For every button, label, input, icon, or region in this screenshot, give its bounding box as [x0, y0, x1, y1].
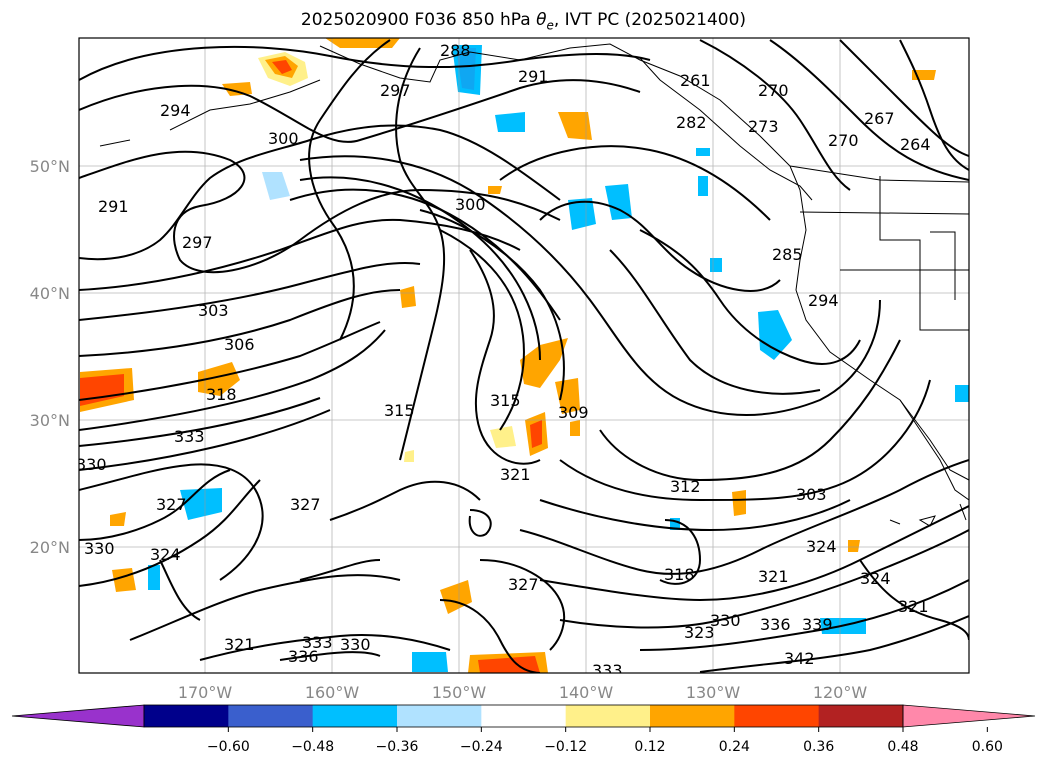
contour-label: 333 — [302, 633, 333, 652]
contour-label: 342 — [784, 649, 815, 668]
contour-label: 321 — [500, 465, 531, 484]
contour-label: 300 — [455, 195, 486, 214]
colorbar-tick-label: −0.60 — [207, 739, 250, 755]
contour-label: 324 — [806, 537, 837, 556]
contour-label: 323 — [684, 623, 715, 642]
contour-label: 333 — [174, 427, 205, 446]
contour-label: 270 — [758, 81, 789, 100]
contour-label: 270 — [828, 131, 859, 150]
colorbar-swatch — [397, 705, 482, 727]
contour-label: 267 — [864, 109, 895, 128]
contour-label: 306 — [224, 335, 255, 354]
colorbar — [11, 704, 1036, 732]
contour-label: 285 — [772, 245, 803, 264]
contour-label: 282 — [676, 113, 707, 132]
colorbar-swatch — [228, 705, 314, 727]
lat-label: 40°N — [30, 284, 70, 303]
contour-label: 321 — [898, 597, 929, 616]
contour-label: 315 — [490, 391, 521, 410]
colorbar-frame — [143, 704, 904, 728]
contour-label: 318 — [664, 565, 695, 584]
contour-label: 303 — [198, 301, 229, 320]
colorbar-tick-label: 0.60 — [972, 739, 1003, 755]
lon-label: 120°W — [813, 683, 868, 702]
contour-label: 336 — [760, 615, 791, 634]
colorbar-swatch — [481, 705, 567, 727]
contour-label: 324 — [860, 569, 891, 588]
contour-label: 318 — [206, 385, 237, 404]
contour-label: 327 — [508, 575, 539, 594]
lon-label: 130°W — [686, 683, 741, 702]
contour-label: 300 — [268, 129, 299, 148]
contour-label: 321 — [758, 567, 789, 586]
contour-label: 264 — [900, 135, 931, 154]
contour-label: 309 — [558, 403, 589, 422]
contour-label: 291 — [98, 197, 129, 216]
contour-label: 312 — [670, 477, 701, 496]
contour-label: 330 — [84, 539, 115, 558]
contour-label: 324 — [150, 545, 181, 564]
contour-label: 288 — [440, 41, 471, 60]
contour-labels: 288 291 297 294 300 261 270 273 267 270 … — [76, 41, 931, 680]
contour-label: 297 — [182, 233, 213, 252]
contour-label: 330 — [710, 611, 741, 630]
contour-label: 315 — [384, 401, 415, 420]
lon-label: 150°W — [432, 683, 487, 702]
contour-label: 327 — [156, 495, 187, 514]
coastlines — [99, 43, 969, 527]
contour-label: 339 — [802, 615, 833, 634]
contour-label: 291 — [518, 67, 549, 86]
colorbar-swatch — [650, 705, 735, 727]
contour-label: 297 — [380, 81, 411, 100]
colorbar-tick-label: 0.24 — [719, 739, 750, 755]
lat-label: 20°N — [30, 538, 70, 557]
plot-area: 288 291 297 294 300 261 270 273 267 270 … — [76, 38, 969, 680]
colorbar-tick-label: −0.24 — [460, 739, 503, 755]
contour-label: 294 — [160, 101, 191, 120]
longitude-labels: 170°W 160°W 150°W 140°W 130°W 120°W — [178, 683, 868, 702]
contour-label: 330 — [340, 635, 371, 654]
theta-e-contours — [79, 39, 969, 673]
contour-label: 327 — [290, 495, 321, 514]
colorbar-tick-label: −0.48 — [291, 739, 334, 755]
lon-label: 140°W — [559, 683, 614, 702]
plot-frame — [78, 37, 970, 674]
colorbar-tick-label: −0.36 — [376, 739, 419, 755]
lat-label: 50°N — [30, 157, 70, 176]
latitude-labels: 50°N 40°N 30°N 20°N — [30, 157, 70, 557]
contour-label: 336 — [288, 647, 319, 666]
colorbar-tick-label: 0.36 — [803, 739, 834, 755]
colorbar-extend-low — [11, 704, 145, 728]
contour-label: 273 — [748, 117, 779, 136]
colorbar-tick-label: −0.12 — [544, 739, 587, 755]
contour-label: 303 — [796, 485, 827, 504]
lon-label: 170°W — [178, 683, 233, 702]
contour-label: 294 — [808, 291, 839, 310]
colorbar-swatch — [144, 705, 229, 727]
contour-label: 261 — [680, 71, 711, 90]
contour-label: 330 — [76, 455, 107, 474]
colorbar-tick-label: 0.48 — [887, 739, 918, 755]
colorbar-swatch — [312, 705, 398, 727]
lat-label: 30°N — [30, 411, 70, 430]
colorbar-swatch — [734, 705, 820, 727]
colorbar-tick-label: 0.12 — [634, 739, 665, 755]
contour-label: 333 — [592, 661, 623, 680]
colorbar-labels: −0.60 −0.48 −0.36 −0.24 −0.12 0.12 0.24 0.36 0.4… — [207, 739, 1003, 755]
gridlines — [79, 38, 969, 673]
colorbar-swatch — [818, 705, 904, 727]
lon-label: 160°W — [305, 683, 360, 702]
map-title: 2025020900 F036 850 hPa θe, IVT PC (2025… — [300, 10, 747, 33]
contour-label: 321 — [224, 635, 255, 654]
colorbar-swatch — [565, 705, 651, 727]
colorbar-extend-high — [902, 704, 1036, 728]
